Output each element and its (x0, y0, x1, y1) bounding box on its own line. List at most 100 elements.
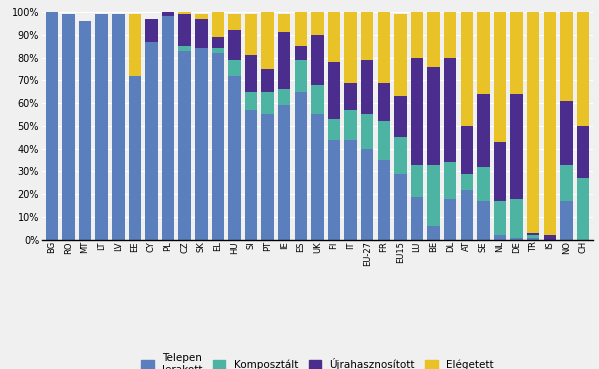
Bar (195, 19, 207, 48)
Bar (428, 12, 440, 67)
Bar (444, 199, 456, 240)
Bar (527, 238, 540, 240)
Bar (411, 165, 423, 197)
Bar (377, 160, 390, 240)
Bar (477, 12, 489, 94)
Bar (228, 76, 241, 240)
Bar (79, 21, 91, 240)
Bar (411, 12, 423, 58)
Bar (295, 92, 307, 240)
Bar (261, 12, 274, 69)
Bar (394, 14, 407, 96)
Bar (311, 35, 323, 85)
Bar (211, 48, 224, 53)
Bar (377, 83, 390, 121)
Bar (494, 235, 506, 240)
Bar (261, 114, 274, 240)
Bar (477, 201, 489, 240)
Bar (261, 92, 274, 114)
Bar (129, 14, 141, 76)
Bar (179, 46, 191, 51)
Bar (428, 67, 440, 165)
Bar (62, 14, 75, 240)
Bar (328, 12, 340, 62)
Bar (361, 12, 374, 60)
Bar (411, 58, 423, 165)
Legend: Telepen
lerakott, Komposztált, Újrahasznosított, Elégetett: Telepen lerakott, Komposztált, Újrahaszn… (137, 349, 498, 369)
Bar (394, 174, 407, 240)
Bar (411, 197, 423, 240)
Bar (510, 199, 523, 238)
Bar (377, 121, 390, 160)
Bar (278, 32, 291, 89)
Bar (245, 110, 258, 240)
Bar (179, 14, 191, 46)
Bar (361, 114, 374, 149)
Bar (328, 62, 340, 119)
Bar (211, 37, 224, 48)
Bar (560, 201, 573, 240)
Bar (344, 83, 357, 110)
Bar (377, 12, 390, 83)
Bar (344, 139, 357, 240)
Bar (477, 167, 489, 201)
Bar (195, 48, 207, 240)
Bar (46, 12, 58, 240)
Bar (311, 114, 323, 240)
Bar (211, 12, 224, 37)
Bar (328, 139, 340, 240)
Bar (95, 14, 108, 240)
Bar (245, 92, 258, 110)
Bar (295, 12, 307, 46)
Bar (278, 106, 291, 240)
Bar (228, 14, 241, 30)
Bar (527, 233, 540, 235)
Bar (560, 165, 573, 201)
Bar (510, 238, 523, 240)
Bar (145, 19, 158, 42)
Bar (228, 60, 241, 76)
Bar (295, 46, 307, 60)
Bar (461, 190, 473, 240)
Bar (494, 201, 506, 235)
Bar (544, 235, 556, 240)
Bar (344, 12, 357, 83)
Bar (428, 165, 440, 226)
Bar (444, 58, 456, 162)
Bar (112, 14, 125, 240)
Bar (527, 235, 540, 238)
Bar (278, 89, 291, 106)
Bar (461, 174, 473, 190)
Bar (129, 76, 141, 240)
Bar (428, 226, 440, 240)
Bar (494, 12, 506, 142)
Bar (278, 14, 291, 32)
Bar (461, 12, 473, 126)
Bar (444, 162, 456, 199)
Bar (577, 178, 589, 240)
Bar (560, 12, 573, 101)
Bar (311, 12, 323, 35)
Bar (162, 12, 174, 17)
Bar (527, 12, 540, 233)
Bar (444, 12, 456, 58)
Bar (461, 126, 473, 174)
Bar (344, 110, 357, 139)
Bar (394, 96, 407, 137)
Bar (328, 119, 340, 139)
Bar (295, 60, 307, 92)
Bar (560, 101, 573, 165)
Bar (577, 12, 589, 126)
Bar (211, 53, 224, 240)
Bar (361, 60, 374, 114)
Bar (311, 85, 323, 114)
Bar (179, 12, 191, 14)
Bar (494, 142, 506, 201)
Bar (261, 69, 274, 92)
Bar (162, 17, 174, 240)
Bar (195, 14, 207, 19)
Bar (245, 55, 258, 92)
Bar (510, 94, 523, 199)
Bar (477, 94, 489, 167)
Bar (145, 42, 158, 240)
